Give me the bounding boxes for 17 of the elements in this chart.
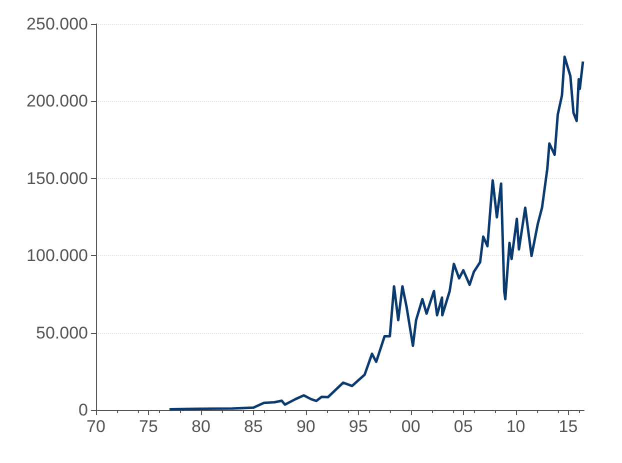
x-tick-label: 15	[558, 417, 578, 436]
x-tick-label: 00	[401, 417, 420, 436]
x-tick-label: 05	[454, 417, 473, 436]
x-tick-label: 85	[244, 417, 263, 436]
x-tick-label: 75	[139, 417, 158, 436]
y-tick-label: 50.000	[36, 323, 88, 342]
x-tick-label: 80	[191, 417, 210, 436]
y-tick-label: 200.000	[26, 92, 88, 111]
x-tick-label: 95	[348, 417, 368, 436]
x-tick-label: 10	[506, 417, 526, 436]
x-tick-label: 90	[296, 417, 316, 436]
y-tick-label: 250.000	[26, 14, 88, 34]
x-tick-label: 70	[86, 417, 106, 436]
y-tick-label: 100.000	[26, 246, 88, 266]
y-tick-label: 150.000	[26, 168, 88, 188]
line-series	[168, 55, 584, 410]
y-tick-label: 0	[78, 400, 88, 420]
